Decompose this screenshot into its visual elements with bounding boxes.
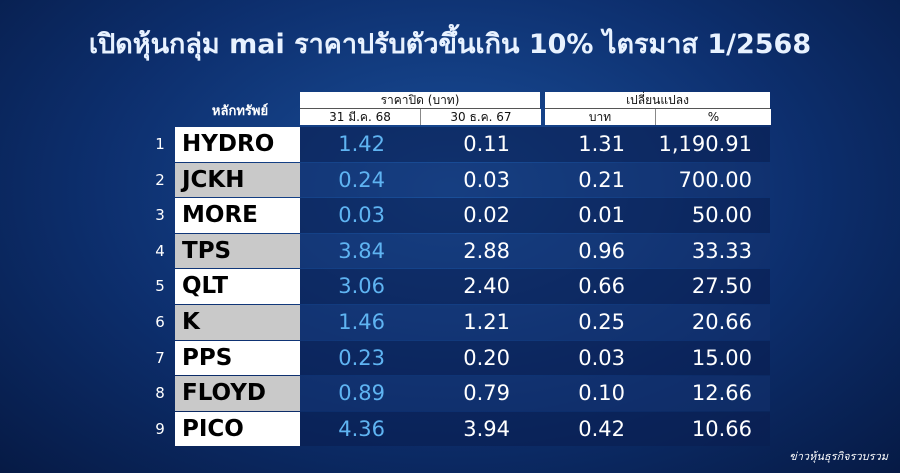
value: 3.06: [338, 274, 385, 299]
value: 0.89: [338, 381, 385, 406]
value: 20.66: [691, 310, 752, 334]
security-header: หลักทรัพย์: [211, 104, 269, 119]
rank: 1: [155, 135, 165, 153]
symbol: MORE: [175, 198, 300, 233]
value: 0.03: [338, 203, 385, 228]
value: 3.94: [463, 416, 510, 441]
row-band: [300, 233, 770, 269]
value: 1.42: [338, 132, 385, 156]
symbol: JCKH: [175, 162, 300, 198]
symbol: PPS: [175, 340, 300, 376]
value: 27.50: [691, 274, 752, 299]
title: เปิดหุ้นกลุ่ม mai ราคาปรับตัวขึ้นเกิน 10…: [88, 29, 812, 60]
symbol: QLT: [175, 269, 300, 304]
value: 0.25: [578, 310, 625, 334]
rank: 8: [155, 384, 165, 403]
value: 0.23: [338, 345, 385, 370]
symbol: FLOYD: [175, 376, 300, 411]
row-band: [300, 198, 770, 233]
column-header: 30 ธ.ค. 67: [420, 109, 541, 125]
symbol: PICO: [175, 411, 300, 447]
column-header: 31 มี.ค. 68: [300, 109, 420, 125]
value: 0.24: [338, 167, 385, 192]
rank: 2: [155, 170, 165, 189]
value: 1.31: [578, 132, 625, 156]
rank: 9: [155, 419, 165, 438]
row-band: [300, 269, 770, 304]
symbol: TPS: [175, 233, 300, 269]
value: 1,190.91: [658, 132, 752, 156]
row-band: [300, 376, 770, 411]
close-group-header: ราคาปิด (บาท): [300, 92, 540, 109]
rank: 3: [155, 206, 165, 225]
value: 4.36: [338, 416, 385, 441]
rank: 4: [155, 241, 165, 260]
value: 0.66: [578, 274, 625, 299]
source: ข่าวหุ้นธุรกิจรวบรวม: [789, 450, 888, 463]
symbol: HYDRO: [175, 127, 300, 162]
value: 50.00: [691, 203, 752, 228]
value: 3.84: [338, 238, 385, 263]
value: 2.40: [463, 274, 510, 299]
value: 0.21: [578, 167, 625, 192]
value: 0.79: [463, 381, 510, 406]
value: 12.66: [691, 381, 752, 406]
value: 0.02: [463, 203, 510, 228]
column-header: บาท: [545, 109, 655, 125]
symbol: K: [175, 305, 300, 340]
value: 2.88: [463, 238, 510, 263]
value: 0.96: [578, 238, 625, 263]
row-band: [300, 340, 770, 376]
value: 10.66: [691, 416, 752, 441]
value: 0.42: [578, 416, 625, 441]
change-group-header: เปลี่ยนแปลง: [545, 92, 770, 109]
value: 0.11: [463, 132, 510, 156]
row-band: [300, 305, 770, 340]
column-header: %: [655, 109, 771, 125]
value: 0.01: [578, 203, 625, 228]
row-band: [300, 411, 770, 447]
value: 0.10: [578, 381, 625, 406]
value: 0.03: [463, 167, 510, 192]
value: 33.33: [691, 238, 752, 263]
value: 1.46: [338, 310, 385, 334]
rank: 6: [155, 313, 165, 331]
value: 0.20: [463, 345, 510, 370]
value: 0.03: [578, 345, 625, 370]
value: 1.21: [463, 310, 510, 334]
value: 700.00: [678, 167, 752, 192]
row-band: [300, 127, 770, 162]
rank: 5: [155, 277, 165, 296]
rank: 7: [155, 348, 165, 367]
row-band: [300, 162, 770, 198]
value: 15.00: [691, 345, 752, 370]
